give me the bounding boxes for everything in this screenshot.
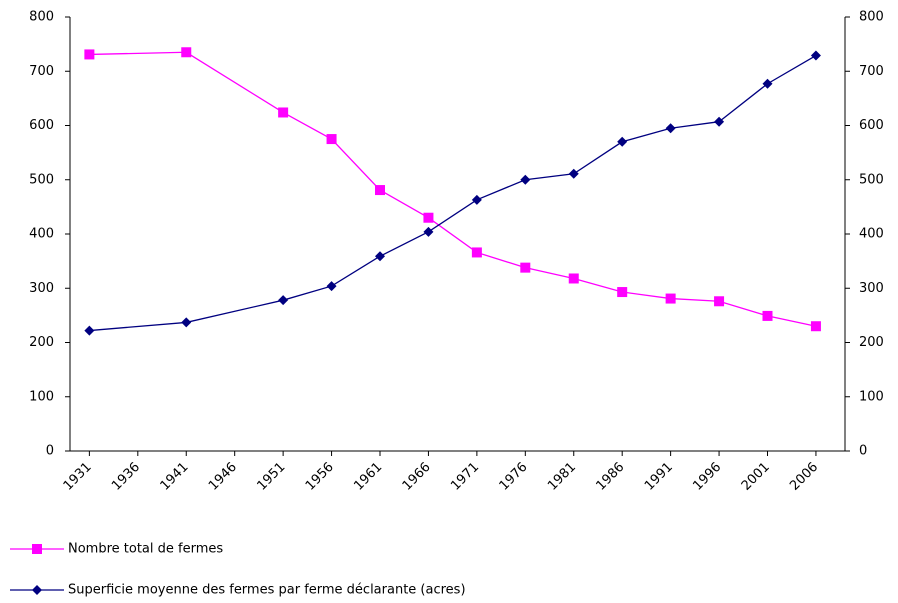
- y2-tick-label: 700: [859, 64, 884, 79]
- point: [375, 251, 385, 262]
- legend-marker: [32, 585, 42, 595]
- x-tick-label: 1996: [690, 460, 724, 494]
- series-line: [89, 51, 817, 327]
- point: [762, 310, 773, 321]
- point: [617, 287, 628, 298]
- y2-tick-label: 500: [859, 172, 884, 187]
- point: [471, 194, 482, 205]
- x-tick-label: 1986: [593, 460, 627, 494]
- point: [568, 168, 579, 179]
- x-tick-label: 1931: [61, 460, 95, 494]
- y-tick-label: 700: [29, 64, 54, 79]
- y2-tick-label: 400: [859, 227, 884, 242]
- y-tick-label: 400: [29, 227, 54, 242]
- legend-marker: [32, 544, 42, 554]
- point: [326, 134, 337, 145]
- y2-tick-label: 600: [859, 118, 884, 133]
- point: [714, 296, 725, 307]
- y-tick-label: 200: [29, 335, 54, 350]
- y-tick-label: 500: [29, 172, 54, 187]
- x-tick-label: 1946: [206, 460, 240, 494]
- point: [326, 281, 337, 292]
- point: [84, 49, 95, 60]
- point: [617, 136, 628, 147]
- legend-label: Nombre total de fermes: [68, 542, 223, 557]
- y2-tick-label: 300: [859, 281, 884, 296]
- point: [471, 247, 482, 258]
- point: [568, 273, 579, 284]
- point: [278, 107, 289, 118]
- x-tick-label: 1951: [254, 460, 288, 494]
- x-tick-label: 1941: [158, 460, 192, 494]
- x-tick-label: 1936: [109, 460, 143, 494]
- point: [714, 116, 725, 127]
- x-tick-label: 1966: [400, 460, 434, 494]
- point: [423, 212, 434, 223]
- point: [810, 321, 821, 332]
- y-tick-label: 800: [29, 10, 54, 25]
- x-tick-label: 2001: [739, 460, 773, 494]
- y2-tick-label: 800: [859, 10, 884, 25]
- y-tick-label: 300: [29, 281, 54, 296]
- point: [665, 123, 676, 134]
- y2-tick-label: 200: [859, 335, 884, 350]
- y-tick-label: 0: [46, 444, 54, 459]
- legend-label: Superficie moyenne des fermes par ferme …: [68, 583, 466, 598]
- point: [84, 325, 95, 336]
- x-tick-label: 1981: [545, 460, 579, 494]
- point: [520, 174, 531, 185]
- y2-tick-label: 100: [859, 389, 884, 404]
- point: [810, 50, 821, 61]
- y-tick-label: 600: [29, 118, 54, 133]
- y-tick-label: 100: [29, 389, 54, 404]
- x-tick-label: 2006: [787, 460, 821, 494]
- series-line: [89, 54, 817, 332]
- point: [278, 295, 289, 306]
- point: [762, 78, 773, 89]
- point: [665, 293, 676, 304]
- point: [181, 47, 192, 58]
- x-tick-label: 1976: [497, 460, 531, 494]
- point: [423, 226, 434, 237]
- x-tick-label: 1961: [351, 460, 385, 494]
- point: [375, 185, 385, 196]
- point: [520, 262, 531, 273]
- y2-tick-label: 0: [859, 444, 867, 459]
- x-tick-label: 1971: [448, 460, 482, 494]
- x-tick-label: 1991: [642, 460, 676, 494]
- point: [181, 317, 192, 328]
- x-tick-label: 1956: [303, 460, 337, 494]
